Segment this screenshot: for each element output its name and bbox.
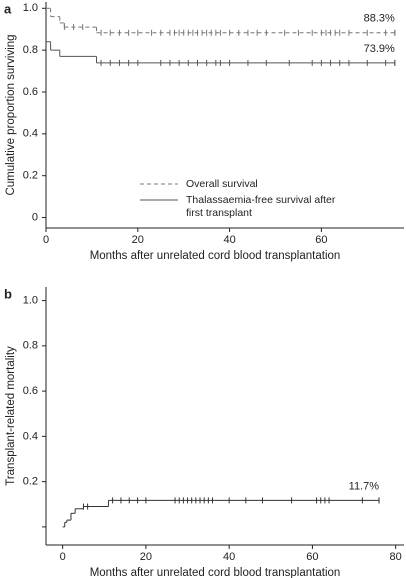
x-tick-label: 40 bbox=[223, 551, 235, 563]
y-tick-label: 1.0 bbox=[23, 294, 38, 306]
y-tick-label: 0.2 bbox=[23, 170, 38, 182]
legend-swatch bbox=[140, 183, 178, 185]
legend-item: Overall survival bbox=[138, 178, 351, 191]
y-axis-title: Transplant-related mortality bbox=[5, 346, 17, 486]
y-tick-label: 0.6 bbox=[23, 86, 38, 98]
x-tick-label: 0 bbox=[60, 551, 66, 563]
x-tick-label: 20 bbox=[140, 551, 152, 563]
legend-label: Thalassaemia-free survival after first t… bbox=[186, 194, 336, 219]
y-tick-label: 0.4 bbox=[23, 128, 38, 140]
y-tick-label: 0.6 bbox=[23, 385, 38, 397]
y-tick-label: 0.2 bbox=[23, 476, 38, 488]
end-label: 88.3% bbox=[364, 13, 395, 25]
x-tick-label: 80 bbox=[390, 551, 402, 563]
legend-item: Thalassaemia-free survival after first t… bbox=[138, 194, 351, 220]
x-axis-title: Months after unrelated cord blood transp… bbox=[90, 567, 341, 578]
legend: Overall survival Thalassaemia-free surviv… bbox=[138, 178, 351, 223]
x-axis-title: Months after unrelated cord blood transp… bbox=[90, 250, 341, 262]
y-tick-label: 1.0 bbox=[23, 2, 38, 14]
panel-label: a bbox=[4, 1, 12, 16]
legend-swatch bbox=[140, 199, 178, 201]
y-tick-label: 0.8 bbox=[23, 44, 38, 56]
x-tick-label: 20 bbox=[132, 234, 144, 246]
x-tick-label: 40 bbox=[223, 234, 235, 246]
legend-label: Overall survival bbox=[186, 178, 258, 190]
y-tick-label: 0 bbox=[32, 211, 38, 223]
panel-label: b bbox=[4, 286, 12, 301]
y-axis-title: Cumulative proportion surviving bbox=[5, 34, 17, 195]
x-tick-label: 0 bbox=[43, 234, 49, 246]
x-tick-label: 60 bbox=[315, 234, 327, 246]
y-tick-label: 0.8 bbox=[23, 340, 38, 352]
end-label: 11.7% bbox=[349, 480, 380, 492]
end-label: 73.9% bbox=[364, 43, 395, 55]
x-tick-label: 60 bbox=[306, 551, 318, 563]
y-tick-label: 0.4 bbox=[23, 430, 38, 442]
